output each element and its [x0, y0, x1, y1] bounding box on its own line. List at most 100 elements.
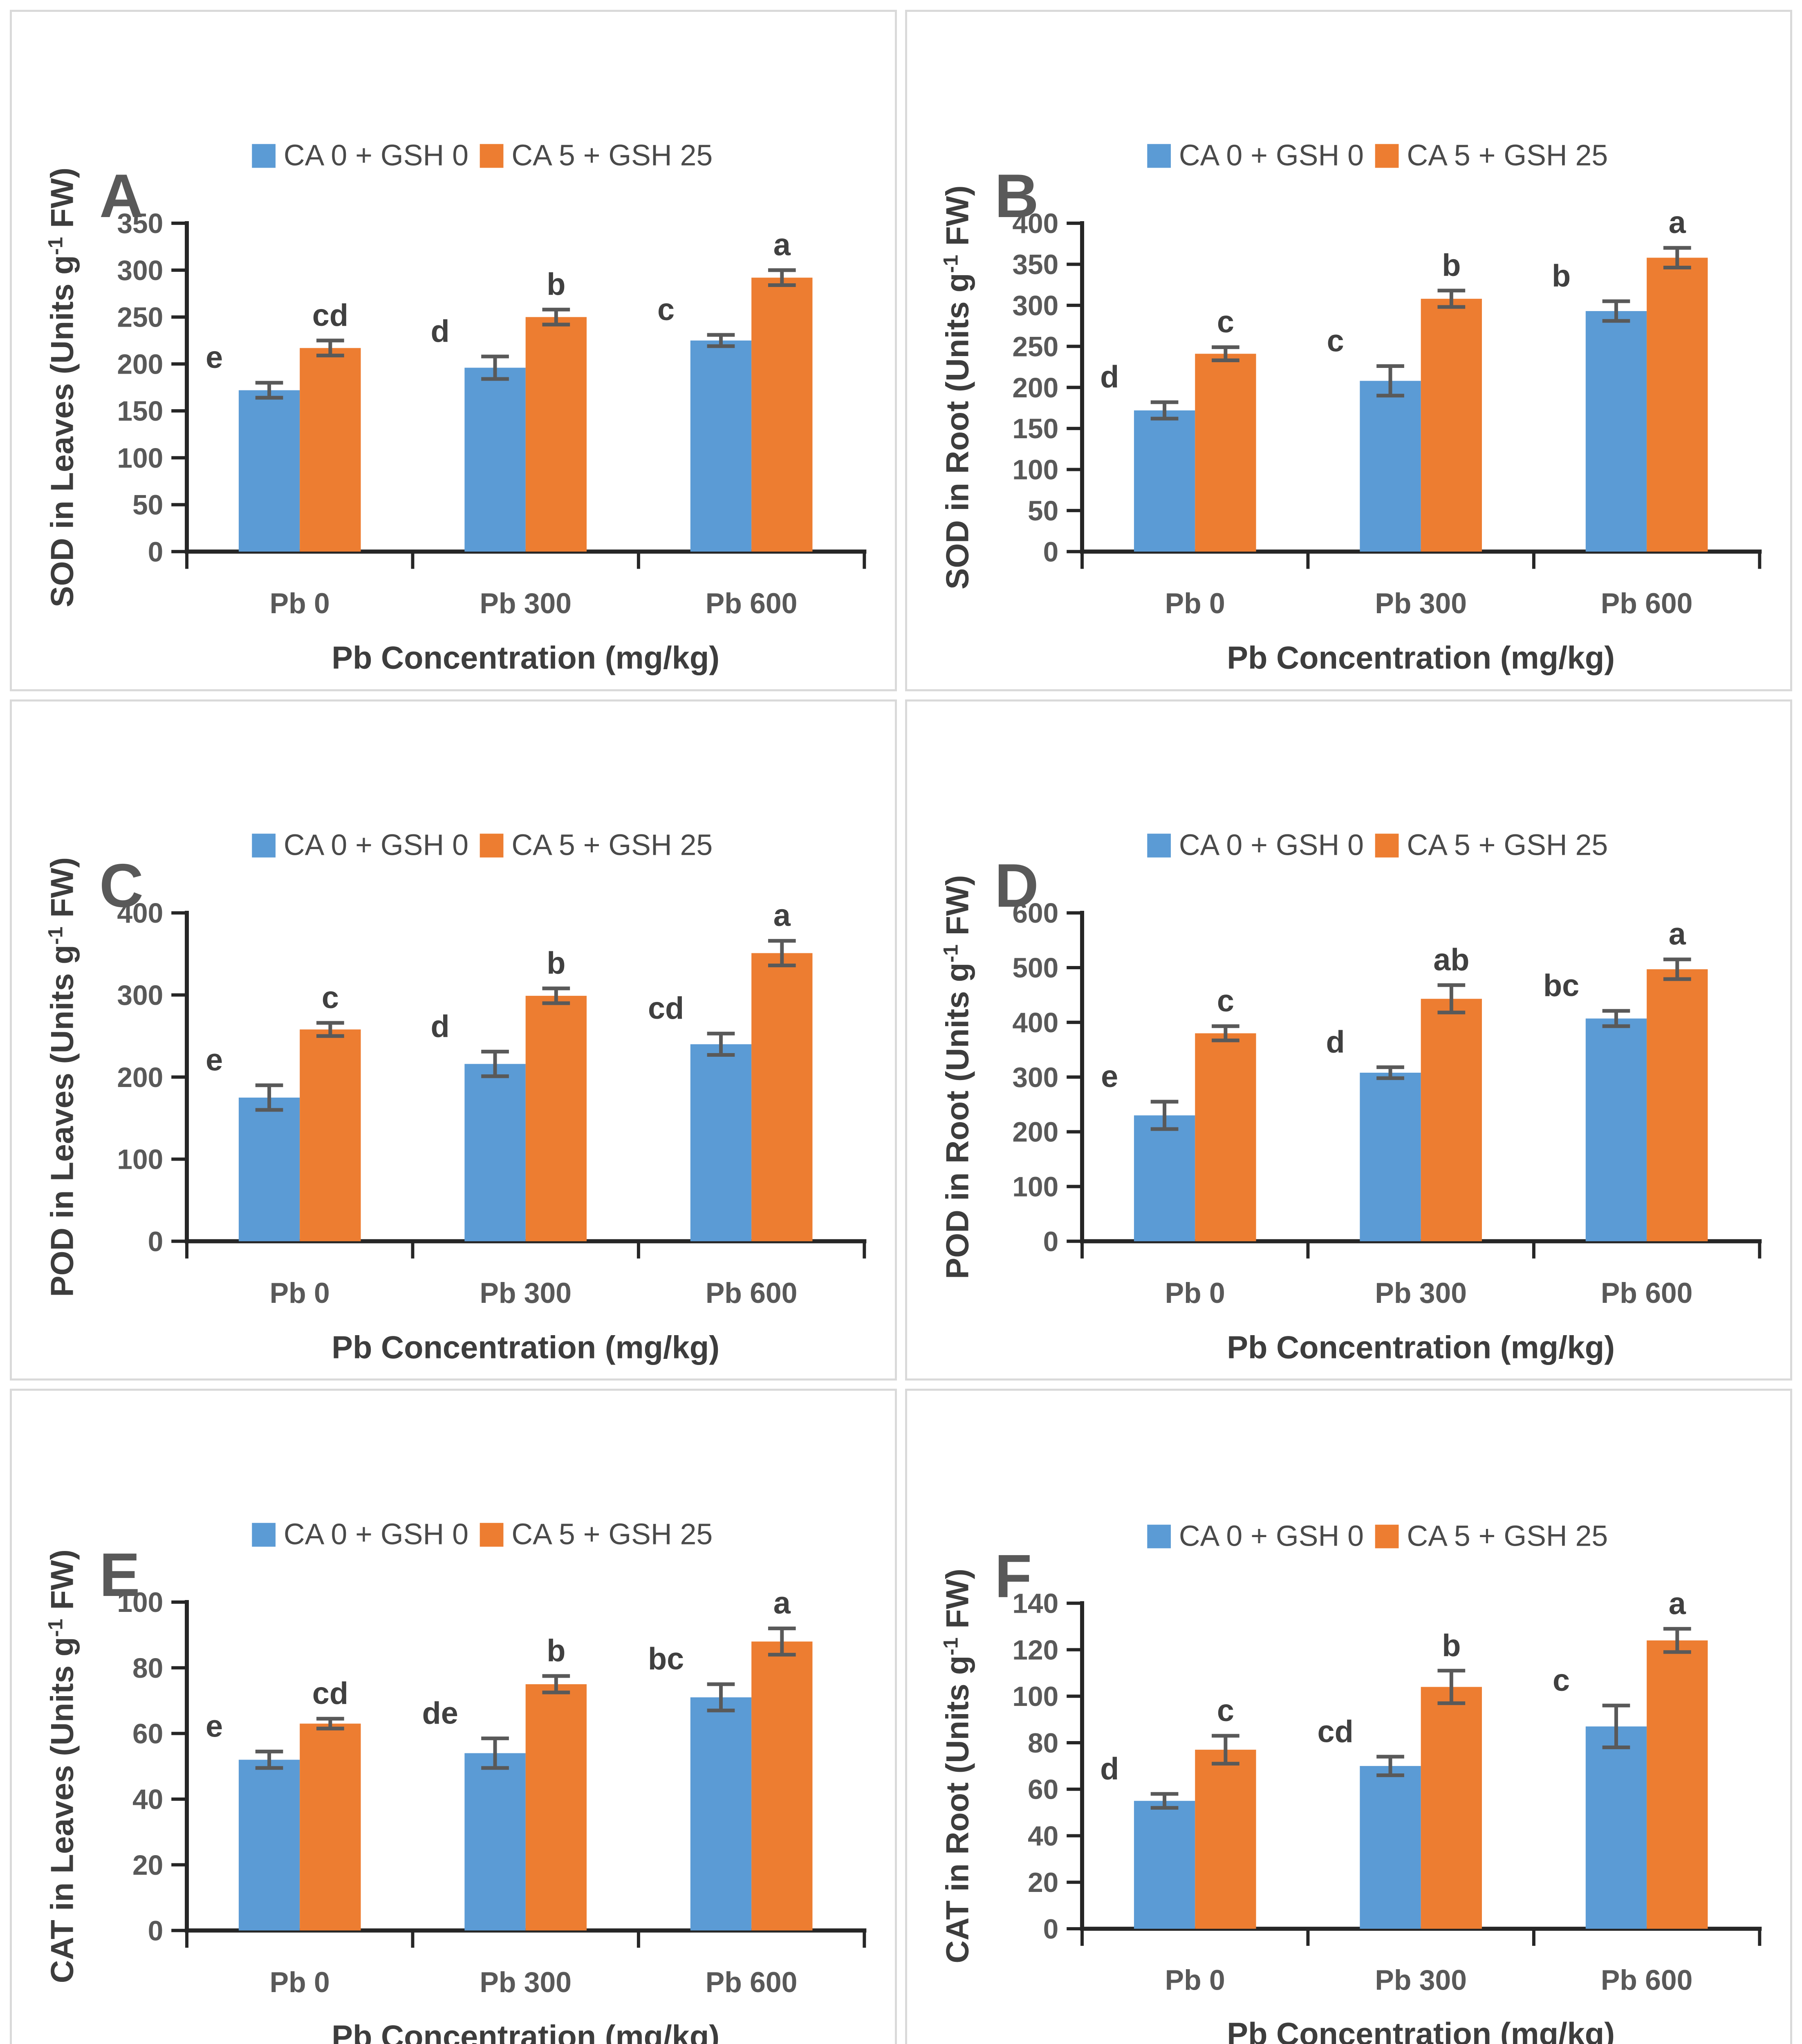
significance-letter: b: [1442, 248, 1461, 282]
significance-letter: d: [1326, 1024, 1345, 1059]
significance-letter: d: [431, 1009, 450, 1044]
legend-label: CA 0 + GSH 0: [284, 139, 468, 172]
significance-letter: e: [206, 1042, 223, 1077]
significance-letter: cd: [312, 1676, 348, 1711]
legend-swatch-blue: [1147, 144, 1171, 168]
significance-letter: b: [547, 946, 565, 980]
x-axis-title: Pb Concentration (mg/kg): [1227, 1329, 1615, 1365]
significance-letter: b: [547, 267, 565, 302]
significance-letter: c: [322, 980, 339, 1015]
y-tick-label: 250: [1012, 331, 1058, 362]
x-category-label: Pb 0: [270, 587, 330, 619]
bar: [1134, 1115, 1195, 1241]
x-category-label: Pb 0: [1165, 1277, 1225, 1309]
legend-label: CA 0 + GSH 0: [284, 1518, 468, 1551]
y-tick-label: 80: [132, 1653, 163, 1684]
significance-letter: a: [1669, 917, 1686, 951]
y-tick-label: 100: [117, 1144, 163, 1175]
bar: [1421, 298, 1482, 552]
y-tick-label: 60: [132, 1719, 163, 1750]
x-category-label: Pb 0: [1165, 1964, 1225, 1996]
y-tick-label: 200: [1012, 372, 1058, 403]
bar: [238, 1759, 300, 1931]
panel-b: B CA 0 + GSH 0 CA 5 + GSH 25 0 50 100 150 200 25…: [905, 10, 1792, 691]
x-axis-title: Pb Concentration (mg/kg): [332, 639, 719, 675]
y-tick-label: 600: [1012, 898, 1058, 929]
legend-label: CA 5 + GSH 25: [511, 829, 713, 861]
bar: [1585, 311, 1647, 552]
y-tick-label: 20: [1028, 1868, 1058, 1898]
y-tick-label: 250: [117, 302, 163, 333]
x-category-label: Pb 600: [1601, 587, 1693, 619]
bar: [1195, 1750, 1256, 1929]
bar: [525, 317, 587, 552]
y-tick-label: 100: [1012, 454, 1058, 485]
legend-label: CA 5 + GSH 25: [511, 1518, 713, 1551]
panel-c: C CA 0 + GSH 0 CA 5 + GSH 25 0 100 200 300 400 e…: [10, 699, 897, 1381]
significance-letter: a: [773, 1586, 791, 1620]
x-category-label: Pb 600: [706, 1966, 798, 1998]
bar-chart-b: B CA 0 + GSH 0 CA 5 + GSH 25 0 50 100 150 200 25…: [939, 139, 1762, 676]
x-category-label: Pb 300: [1375, 587, 1467, 619]
y-tick-label: 300: [117, 255, 163, 286]
bar: [1195, 1033, 1256, 1241]
bar-chart-f: F CA 0 + GSH 0 CA 5 + GSH 25 0 20 40 60 80 100 12…: [939, 1520, 1762, 2044]
x-category-label: Pb 300: [1375, 1277, 1467, 1309]
bar: [525, 995, 587, 1241]
x-category-label: Pb 300: [480, 1966, 572, 1998]
significance-letter: c: [1217, 305, 1234, 339]
bar-chart-a: A CA 0 + GSH 0 CA 5 + GSH 25 0 50 100 150 200 25…: [44, 139, 867, 676]
y-tick-label: 0: [148, 1226, 164, 1257]
significance-letter: cd: [648, 991, 684, 1025]
legend-label: CA 5 + GSH 25: [511, 139, 713, 172]
y-tick-label: 40: [1028, 1821, 1058, 1852]
y-tick-label: 200: [1012, 1116, 1058, 1148]
x-category-label: Pb 600: [1601, 1277, 1693, 1309]
bar: [1421, 1687, 1482, 1929]
bar: [464, 1753, 526, 1931]
bar: [464, 368, 526, 552]
panel-f: F CA 0 + GSH 0 CA 5 + GSH 25 0 20 40 60 80 100 12…: [905, 1389, 1792, 2044]
bar: [300, 348, 361, 552]
significance-letter: c: [1217, 1694, 1234, 1728]
y-tick-label: 60: [1028, 1775, 1058, 1805]
bar: [690, 1044, 752, 1241]
bar: [1647, 258, 1708, 552]
significance-letter: e: [206, 340, 223, 375]
bar: [751, 278, 813, 552]
y-tick-label: 100: [1012, 1171, 1058, 1202]
y-tick-label: 400: [117, 898, 163, 929]
bar: [238, 1097, 300, 1241]
y-tick-label: 40: [132, 1784, 163, 1815]
y-axis-title: POD in Root (Units g-1 FW): [939, 875, 975, 1279]
significance-letter: de: [422, 1696, 458, 1730]
significance-letter: c: [1217, 983, 1234, 1018]
panel-letter: A: [99, 161, 143, 230]
legend-swatch-orange: [1375, 144, 1399, 168]
significance-letter: d: [1100, 359, 1119, 394]
legend-swatch-blue: [1147, 1524, 1171, 1549]
y-tick-label: 150: [117, 396, 163, 427]
legend-swatch-orange: [1375, 833, 1399, 858]
significance-letter: a: [1669, 205, 1686, 240]
bar: [1647, 969, 1708, 1241]
legend-label: CA 0 + GSH 0: [284, 829, 468, 861]
significance-letter: cd: [1318, 1715, 1354, 1749]
panel-letter: F: [995, 1542, 1032, 1610]
legend-swatch-orange: [1375, 1524, 1399, 1549]
significance-letter: b: [547, 1634, 565, 1668]
significance-letter: b: [1552, 258, 1571, 293]
legend-label: CA 5 + GSH 25: [1407, 1520, 1608, 1553]
legend-label: CA 0 + GSH 0: [1179, 1520, 1364, 1553]
significance-letter: d: [431, 314, 450, 349]
bar: [1647, 1641, 1708, 1929]
y-tick-label: 140: [1012, 1589, 1058, 1619]
bar: [300, 1724, 361, 1931]
y-axis-title: SOD in Leaves (Units g-1 FW): [44, 168, 80, 607]
x-axis-title: Pb Concentration (mg/kg): [1227, 2017, 1615, 2044]
x-category-label: Pb 600: [706, 1277, 798, 1309]
significance-letter: ab: [1433, 942, 1469, 977]
legend-label: CA 5 + GSH 25: [1407, 829, 1608, 861]
bar: [1134, 410, 1195, 552]
legend-label: CA 0 + GSH 0: [1179, 829, 1364, 861]
